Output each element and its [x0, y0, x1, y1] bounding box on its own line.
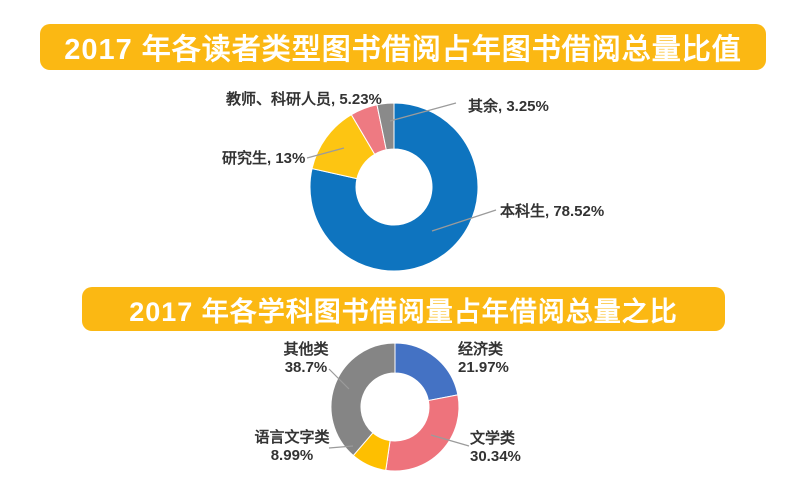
slice-label-name: 其他类: [283, 341, 329, 358]
slice-label-graduates: 研究生, 13%: [222, 150, 306, 167]
slice-label-name: 语言文字类: [254, 429, 330, 446]
chart1-title-banner: 2017 年各读者类型图书借阅占年图书借阅总量比值: [40, 24, 766, 70]
slice-label-jingjilei: 经济类 21.97%: [458, 341, 509, 377]
donut-chart-subjects: [330, 342, 460, 472]
pie-slice-文学类: [385, 394, 460, 472]
slice-label-wenxuelei: 文学类 30.34%: [470, 430, 521, 466]
slice-label-name: 经济类: [458, 341, 504, 358]
donut-chart-readers: [309, 102, 479, 272]
pie-slice-经济类: [394, 342, 459, 402]
chart2-title-banner: 2017 年各学科图书借阅量占年借阅总量之比: [82, 287, 725, 331]
leader-line-qiyu: [389, 102, 457, 122]
pie-slice-其余: [376, 102, 395, 151]
pie-slice-其他类: [330, 342, 396, 457]
leader-line-benkesheng: [431, 209, 497, 232]
leader-line-wenxuelei: [430, 434, 470, 447]
slice-label-value: 30.34%: [470, 448, 521, 465]
slice-label-others: 其余, 3.25%: [468, 98, 549, 115]
slice-label-yuyanwenzilei: 语言文字类 8.99%: [247, 429, 337, 465]
slice-label-value: 38.7%: [284, 359, 328, 376]
slice-label-name: 文学类: [470, 430, 516, 447]
slice-label-value: 8.99%: [270, 447, 314, 464]
leader-line-yanjiusheng: [306, 147, 345, 159]
slice-label-value: 21.97%: [458, 359, 509, 376]
leader-line-yuyanwenzilei: [328, 445, 354, 449]
pie-slice-本科生: [309, 102, 479, 272]
chart1-title: 2017 年各读者类型图书借阅占年图书借阅总量比值: [64, 34, 742, 66]
slice-label-teachers: 教师、科研人员, 5.23%: [226, 91, 382, 108]
slice-label-undergraduates: 本科生, 78.52%: [500, 203, 605, 220]
chart2-title: 2017 年各学科图书借阅量占年借阅总量之比: [129, 296, 678, 327]
leader-line-qitalei: [328, 368, 350, 390]
slice-label-qitalei: 其他类 38.7%: [261, 341, 351, 377]
